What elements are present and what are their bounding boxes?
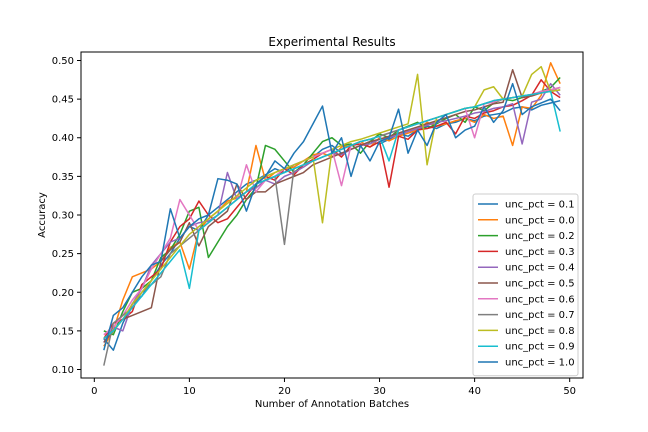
x-tick-label: 30 [373, 386, 386, 397]
y-axis-label: Accuracy [37, 192, 48, 238]
legend-label: unc_pct = 0.5 [505, 279, 575, 290]
series-line-10 [103, 82, 561, 351]
x-axis-label: Number of Annotation Batches [255, 399, 409, 410]
y-tick-label: 0.50 [52, 56, 74, 67]
y-tick-label: 0.40 [52, 133, 74, 144]
y-tick-label: 0.15 [52, 326, 74, 337]
legend-label: unc_pct = 0.8 [505, 326, 575, 337]
plot-area [103, 62, 561, 366]
x-tick-label: 10 [183, 386, 196, 397]
y-tick-label: 0.30 [52, 211, 74, 222]
x-tick-label: 0 [91, 386, 97, 397]
y-tick-label: 0.45 [52, 95, 74, 106]
legend-label: unc_pct = 0.7 [505, 310, 575, 321]
y-tick-label: 0.20 [52, 288, 74, 299]
legend-label: unc_pct = 0.0 [505, 215, 575, 226]
legend-label: unc_pct = 0.4 [505, 263, 575, 274]
legend-box [472, 193, 579, 377]
x-tick-label: 50 [563, 386, 576, 397]
legend-label: unc_pct = 1.0 [505, 358, 575, 369]
x-tick-label: 20 [278, 386, 291, 397]
x-axis: 0 10 20 30 40 50 [91, 378, 576, 397]
x-tick-label: 40 [468, 386, 481, 397]
y-axis: 0.10 0.15 0.20 0.25 0.30 0.35 0.40 0.45 0.50 [52, 56, 81, 376]
y-tick-label: 0.10 [52, 365, 74, 376]
legend-label: unc_pct = 0.2 [505, 231, 575, 242]
y-tick-label: 0.35 [52, 172, 74, 183]
legend-label: unc_pct = 0.1 [505, 200, 575, 211]
legend-label: unc_pct = 0.6 [505, 294, 575, 305]
y-tick-label: 0.25 [52, 249, 74, 260]
chart-title: Experimental Results [268, 35, 395, 49]
legend-label: unc_pct = 0.3 [505, 247, 575, 258]
series-line-8 [103, 65, 561, 340]
legend: unc_pct = 0.1 unc_pct = 0.0 unc_pct = 0.2 u… [472, 193, 579, 377]
legend-label: unc_pct = 0.9 [505, 342, 575, 353]
